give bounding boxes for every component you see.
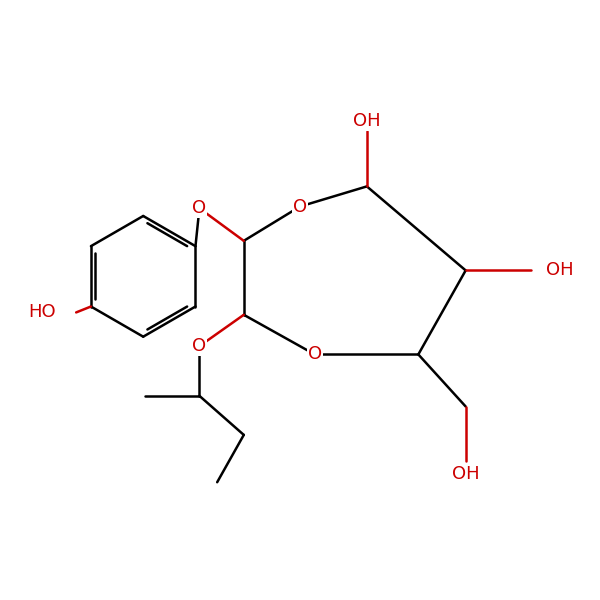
- Text: HO: HO: [28, 304, 55, 322]
- Text: OH: OH: [353, 112, 380, 130]
- Text: OH: OH: [452, 465, 479, 483]
- Text: OH: OH: [545, 262, 573, 280]
- Text: O: O: [193, 337, 206, 355]
- Text: O: O: [308, 346, 322, 364]
- Text: O: O: [193, 199, 206, 217]
- Text: O: O: [293, 197, 307, 215]
